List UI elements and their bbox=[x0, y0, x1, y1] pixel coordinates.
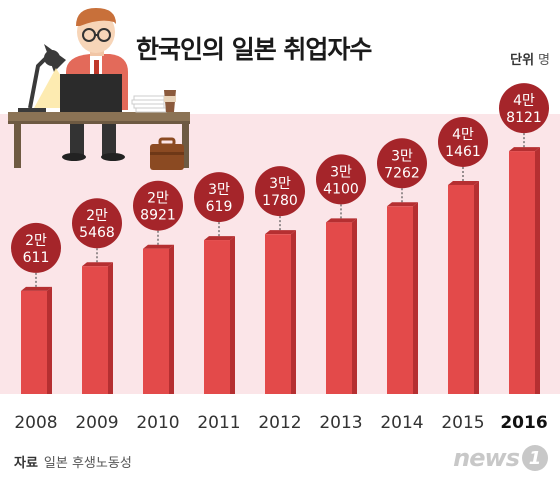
unit-note: 단위 명 bbox=[510, 49, 550, 68]
bar-2013 bbox=[326, 222, 352, 394]
bar-2011 bbox=[204, 240, 230, 394]
value-label-bottom: 1461 bbox=[445, 144, 481, 160]
value-label-top: 3만 bbox=[330, 164, 352, 180]
bar-side bbox=[230, 236, 235, 394]
bar-top bbox=[509, 147, 540, 152]
value-label-bottom: 619 bbox=[206, 199, 233, 215]
value-label-top: 2만 bbox=[25, 233, 47, 249]
bar-2012 bbox=[265, 234, 291, 394]
value-label-bottom: 611 bbox=[23, 250, 50, 266]
value-label-bottom: 8921 bbox=[140, 208, 176, 224]
x-tick-label: 2014 bbox=[380, 413, 423, 433]
value-bubble bbox=[438, 116, 488, 167]
value-label-top: 4만 bbox=[513, 93, 535, 109]
bar-top bbox=[143, 244, 174, 249]
value-label-top: 3만 bbox=[269, 176, 291, 192]
bar-side bbox=[47, 286, 52, 394]
news1-logo: news 1 bbox=[453, 444, 548, 472]
x-tick-label: 2009 bbox=[75, 413, 118, 433]
bar-2016 bbox=[509, 151, 535, 394]
logo-text: news bbox=[453, 444, 520, 472]
value-label-bottom: 4100 bbox=[323, 181, 359, 197]
bar-2008 bbox=[21, 290, 47, 394]
value-bubble bbox=[194, 172, 244, 223]
value-bubble bbox=[255, 166, 305, 217]
bar-side bbox=[535, 147, 540, 394]
value-label-bottom: 5468 bbox=[79, 225, 115, 241]
bar-side bbox=[291, 230, 296, 394]
x-tick-label: 2011 bbox=[197, 413, 240, 433]
laptop-icon bbox=[60, 74, 122, 114]
bar-top bbox=[82, 262, 113, 267]
bar-top bbox=[21, 286, 52, 291]
bar-2010 bbox=[143, 248, 169, 394]
value-bubble bbox=[499, 83, 549, 134]
desk-lamp-icon bbox=[18, 44, 66, 113]
unit-label: 단위 bbox=[510, 53, 535, 68]
source-note: 자료 일본 후생노동성 bbox=[14, 452, 132, 471]
bar-side bbox=[169, 244, 174, 394]
bar-top bbox=[448, 180, 479, 185]
value-bubble bbox=[72, 198, 122, 249]
briefcase-icon bbox=[150, 137, 184, 170]
source-label: 자료 bbox=[14, 456, 38, 471]
value-bubble bbox=[377, 138, 427, 189]
x-tick-label: 2010 bbox=[136, 413, 179, 433]
value-label-bottom: 8121 bbox=[506, 110, 542, 126]
bar-top bbox=[326, 218, 357, 223]
bar-side bbox=[413, 202, 418, 394]
bar-side bbox=[352, 218, 357, 394]
value-label-top: 2만 bbox=[86, 208, 108, 224]
bar-top bbox=[204, 236, 235, 241]
value-label-top: 3만 bbox=[208, 182, 230, 198]
bar-2009 bbox=[82, 266, 108, 394]
value-label-bottom: 7262 bbox=[384, 165, 420, 181]
bar-2014 bbox=[387, 206, 413, 394]
bar-side bbox=[108, 262, 113, 394]
value-label-top: 4만 bbox=[452, 127, 474, 143]
bar-top bbox=[387, 202, 418, 207]
value-bubble bbox=[11, 222, 61, 273]
value-bubble bbox=[316, 154, 366, 205]
bar-top bbox=[265, 230, 296, 235]
x-tick-label: 2012 bbox=[258, 413, 301, 433]
bar-2015 bbox=[448, 184, 474, 394]
x-tick-label: 2008 bbox=[14, 413, 57, 433]
unit-value: 명 bbox=[538, 53, 550, 68]
logo-badge: 1 bbox=[522, 445, 548, 471]
value-label-top: 3만 bbox=[391, 148, 413, 164]
chart-title: 한국인의 일본 취업자수 bbox=[136, 35, 372, 64]
bars-layer: 2만61120082만546820092만892120103만61920113만… bbox=[11, 83, 549, 433]
x-tick-label: 2016 bbox=[500, 413, 547, 433]
value-label-top: 2만 bbox=[147, 191, 169, 207]
source-value: 일본 후생노동성 bbox=[43, 456, 132, 471]
office-worker-illustration bbox=[8, 8, 190, 170]
value-bubble bbox=[133, 180, 183, 231]
bar-side bbox=[474, 180, 479, 394]
x-tick-label: 2015 bbox=[441, 413, 484, 433]
value-label-bottom: 1780 bbox=[262, 193, 298, 209]
x-tick-label: 2013 bbox=[319, 413, 362, 433]
